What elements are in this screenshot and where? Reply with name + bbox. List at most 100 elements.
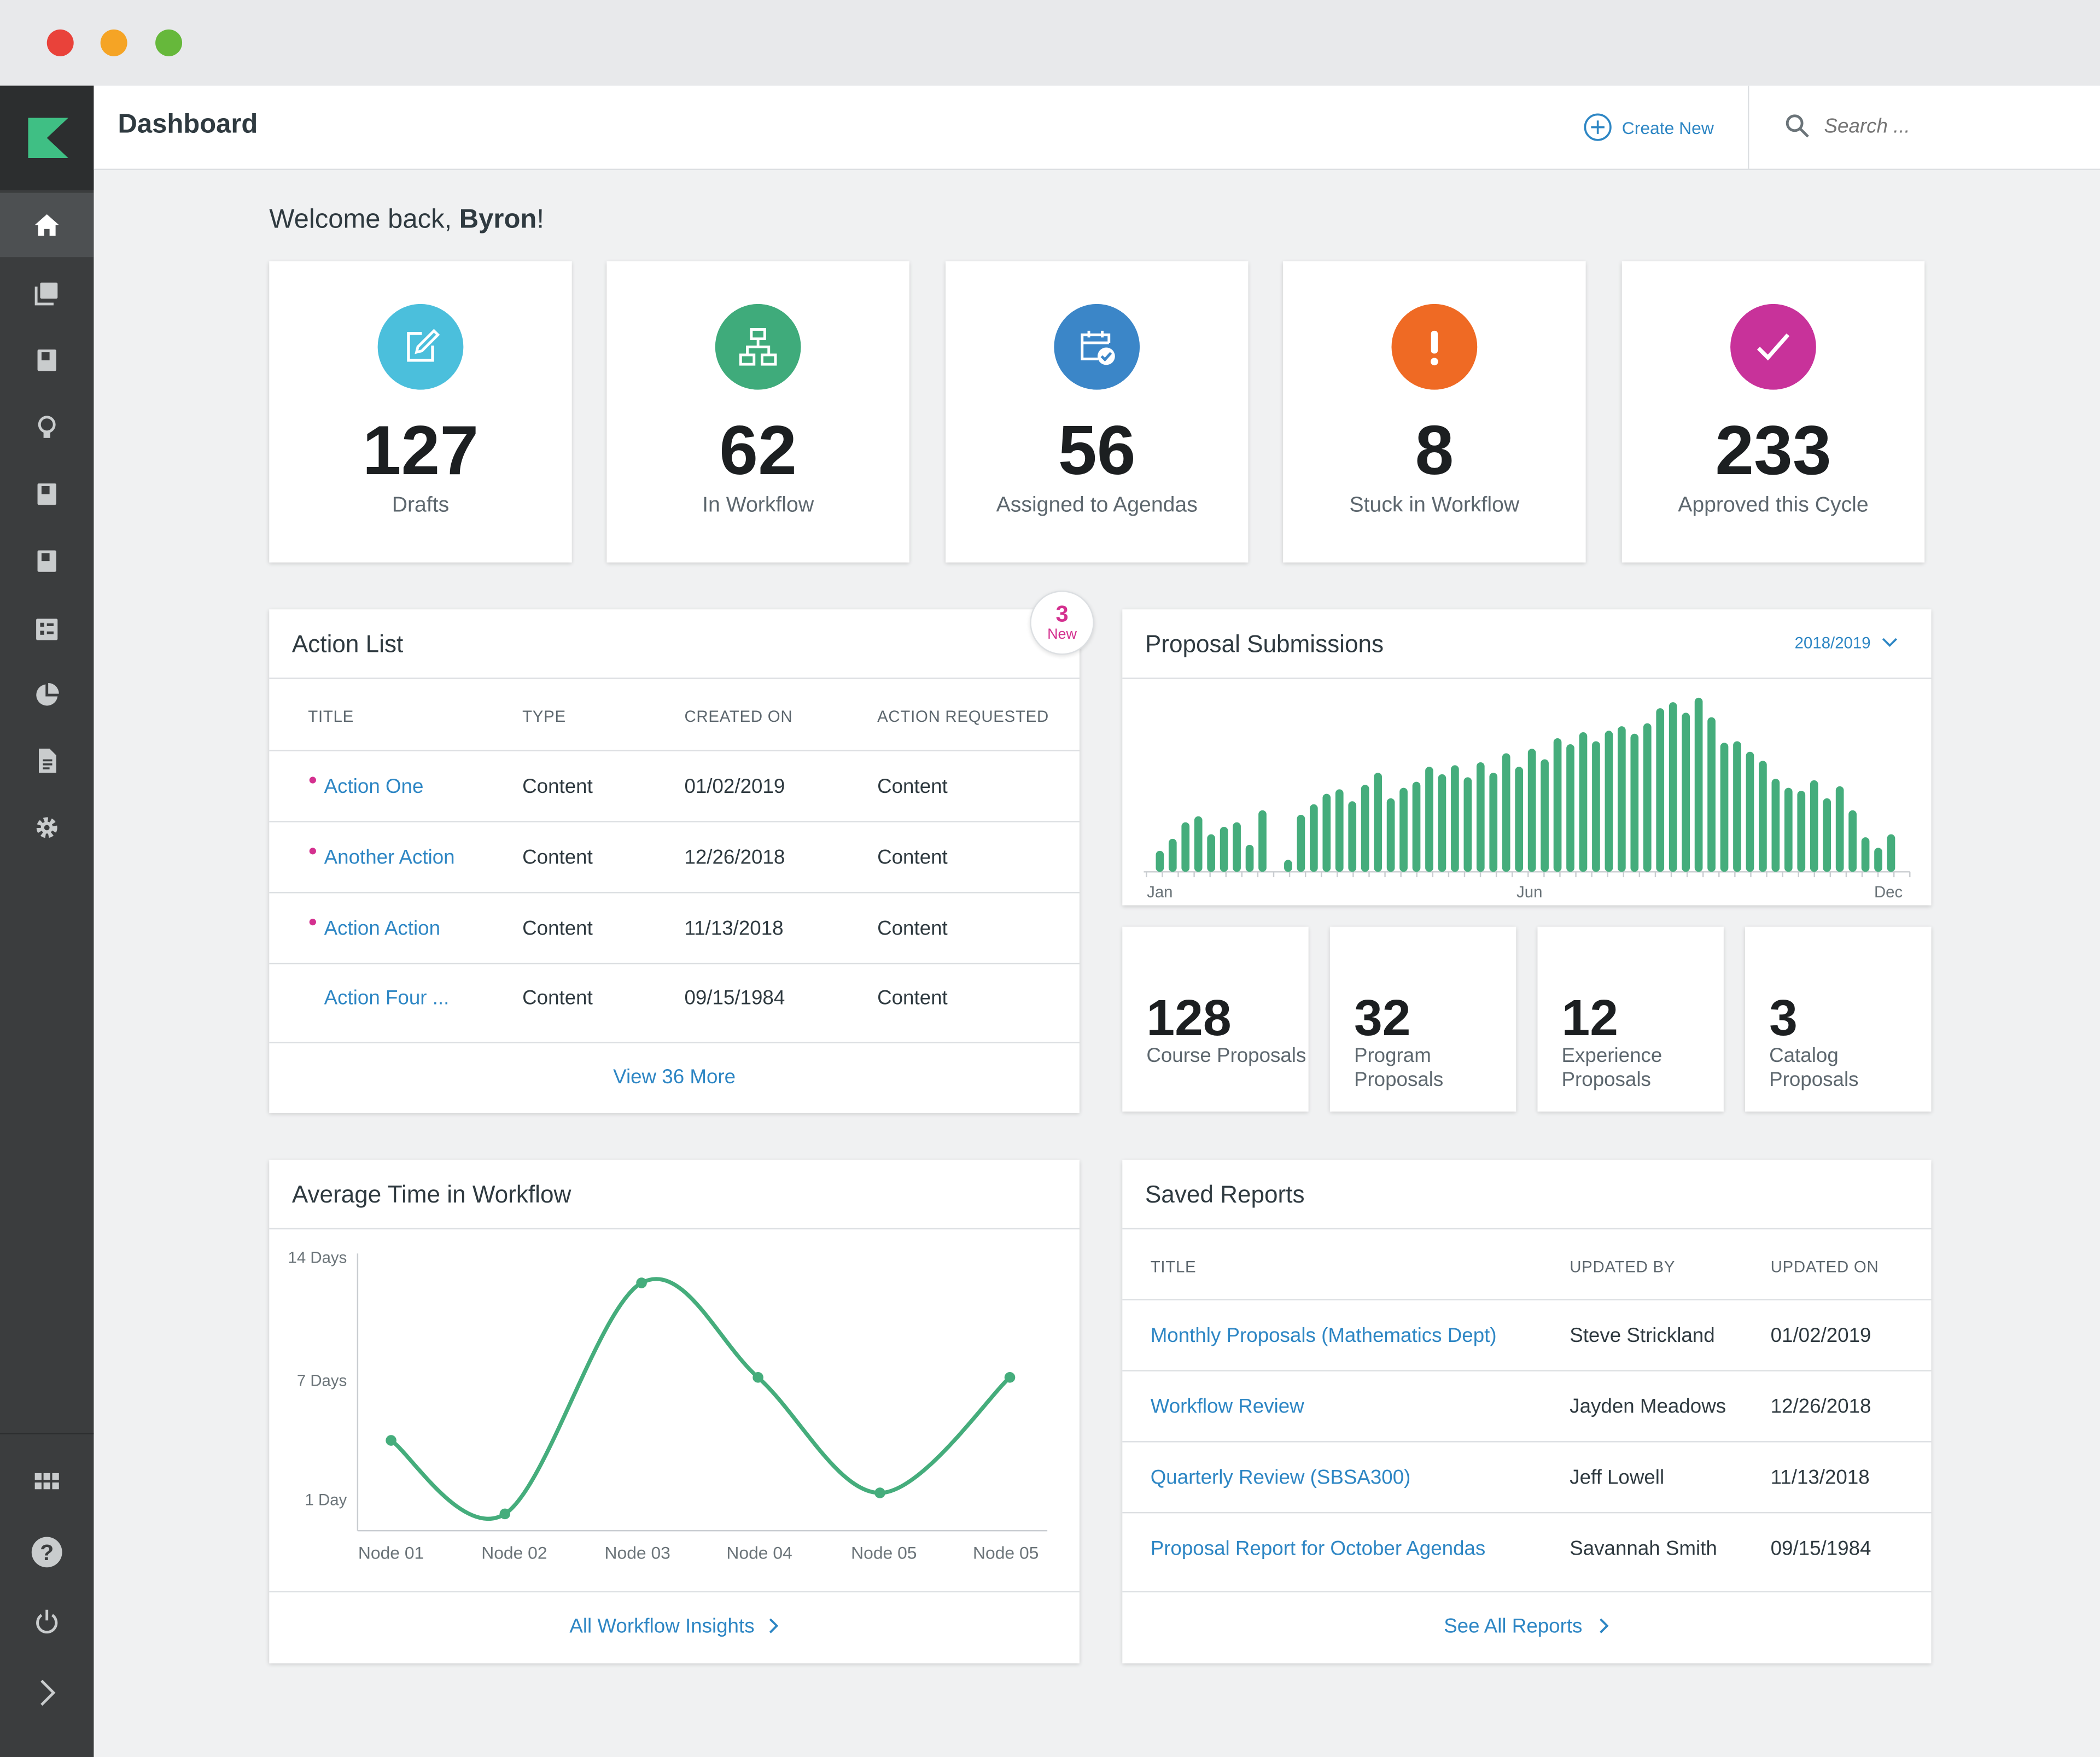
bar[interactable] bbox=[1759, 761, 1767, 872]
bar[interactable] bbox=[1797, 791, 1806, 872]
column-header-title[interactable]: TITLE bbox=[308, 707, 354, 726]
new-items-badge[interactable]: 3 New bbox=[1030, 591, 1094, 655]
nav-apps[interactable] bbox=[0, 1449, 94, 1514]
bar[interactable] bbox=[1335, 789, 1344, 872]
bar[interactable] bbox=[1887, 834, 1895, 872]
data-point[interactable] bbox=[1004, 1372, 1016, 1383]
nav-documents[interactable] bbox=[0, 728, 94, 793]
table-row[interactable]: Another Action Content 12/26/2018 Conten… bbox=[269, 822, 1080, 894]
period-dropdown[interactable]: 2018/2019 bbox=[1795, 633, 1898, 652]
action-title-link[interactable]: Action One bbox=[324, 775, 424, 798]
bar[interactable] bbox=[1682, 713, 1690, 872]
data-point[interactable] bbox=[752, 1372, 763, 1383]
stat-card-in-workflow[interactable]: 62 In Workflow bbox=[606, 261, 909, 563]
bar[interactable] bbox=[1861, 837, 1870, 872]
brand-logo[interactable] bbox=[0, 85, 94, 190]
experience-proposals-card[interactable]: 12 Experience Proposals bbox=[1537, 926, 1724, 1112]
nav-ideas[interactable] bbox=[0, 395, 94, 459]
bar[interactable] bbox=[1694, 697, 1703, 872]
column-header-updated-on[interactable]: UPDATED ON bbox=[1770, 1257, 1879, 1276]
bar[interactable] bbox=[1515, 767, 1524, 872]
bar[interactable] bbox=[1309, 804, 1318, 872]
bar[interactable] bbox=[1643, 723, 1652, 872]
table-row[interactable]: Action Four ... Content 09/15/1984 Conte… bbox=[269, 964, 1080, 1042]
table-row[interactable]: Workflow Review Jayden Meadows 12/26/201… bbox=[1122, 1371, 1931, 1443]
bar[interactable] bbox=[1194, 816, 1203, 872]
bar[interactable] bbox=[1771, 779, 1780, 872]
report-title-link[interactable]: Monthly Proposals (Mathematics Dept) bbox=[1150, 1324, 1497, 1347]
bar[interactable] bbox=[1297, 815, 1305, 872]
column-header-type[interactable]: TYPE bbox=[522, 707, 566, 726]
bar[interactable] bbox=[1527, 749, 1536, 872]
nav-courses[interactable] bbox=[0, 462, 94, 527]
minimize-window-dot[interactable] bbox=[100, 29, 127, 56]
bar[interactable] bbox=[1746, 751, 1754, 872]
nav-logout[interactable] bbox=[0, 1590, 94, 1654]
column-header-created-on[interactable]: CREATED ON bbox=[684, 707, 793, 726]
table-row[interactable]: Action One Content 01/02/2019 Content bbox=[269, 751, 1080, 822]
stat-card-stuck-in-workflow[interactable]: 8 Stuck in Workflow bbox=[1283, 261, 1586, 563]
bar[interactable] bbox=[1322, 793, 1331, 872]
search-box[interactable] bbox=[1784, 113, 2055, 139]
nav-home[interactable] bbox=[0, 192, 94, 258]
bar[interactable] bbox=[1784, 787, 1793, 872]
bar[interactable] bbox=[1245, 844, 1254, 872]
bar[interactable] bbox=[1592, 741, 1600, 872]
bar[interactable] bbox=[1438, 774, 1446, 872]
data-point[interactable] bbox=[636, 1277, 647, 1288]
action-title-link[interactable]: Another Action bbox=[324, 846, 455, 869]
bar[interactable] bbox=[1541, 759, 1549, 872]
bar[interactable] bbox=[1874, 848, 1882, 872]
create-new-button[interactable]: Create New bbox=[1583, 113, 1714, 142]
bar[interactable] bbox=[1823, 798, 1831, 872]
report-title-link[interactable]: Workflow Review bbox=[1150, 1395, 1304, 1419]
data-point[interactable] bbox=[386, 1435, 396, 1446]
bar[interactable] bbox=[1451, 765, 1459, 872]
program-proposals-card[interactable]: 32 Program Proposals bbox=[1329, 926, 1516, 1112]
bar[interactable] bbox=[1707, 717, 1716, 872]
nav-agendas[interactable] bbox=[0, 597, 94, 662]
bar[interactable] bbox=[1361, 785, 1369, 872]
bar[interactable] bbox=[1399, 787, 1408, 872]
bar[interactable] bbox=[1618, 726, 1626, 872]
stat-card-assigned-to-agendas[interactable]: 56 Assigned to Agendas bbox=[945, 261, 1249, 563]
bar[interactable] bbox=[1168, 838, 1177, 872]
all-workflow-insights-link[interactable]: All Workflow Insights bbox=[269, 1615, 1080, 1639]
close-window-dot[interactable] bbox=[46, 29, 74, 56]
action-title-link[interactable]: Action Four ... bbox=[324, 987, 450, 1010]
bar[interactable] bbox=[1835, 786, 1844, 872]
stat-card-approved-this-cycle[interactable]: 233 Approved this Cycle bbox=[1621, 261, 1925, 563]
bar[interactable] bbox=[1348, 801, 1357, 872]
bar[interactable] bbox=[1579, 732, 1588, 872]
view-more-link[interactable]: View 36 More bbox=[613, 1066, 736, 1089]
sidebar-expand[interactable] bbox=[0, 1661, 94, 1725]
bar[interactable] bbox=[1425, 767, 1433, 872]
data-point[interactable] bbox=[874, 1487, 885, 1498]
search-input[interactable] bbox=[1821, 113, 2055, 139]
bar[interactable] bbox=[1566, 744, 1574, 872]
nav-library[interactable] bbox=[0, 261, 94, 326]
bar[interactable] bbox=[1284, 860, 1292, 872]
bar[interactable] bbox=[1733, 741, 1741, 872]
bar[interactable] bbox=[1669, 702, 1677, 872]
bar[interactable] bbox=[1207, 834, 1216, 872]
bar[interactable] bbox=[1605, 731, 1613, 872]
report-title-link[interactable]: Proposal Report for October Agendas bbox=[1150, 1537, 1486, 1561]
nav-reports[interactable] bbox=[0, 663, 94, 727]
bar[interactable] bbox=[1463, 777, 1472, 872]
course-proposals-card[interactable]: 128 Course Proposals bbox=[1122, 926, 1309, 1112]
bar[interactable] bbox=[1656, 708, 1665, 872]
bar[interactable] bbox=[1258, 810, 1267, 872]
bar[interactable] bbox=[1386, 798, 1395, 872]
bar[interactable] bbox=[1848, 810, 1857, 872]
table-row[interactable]: Action Action Content 11/13/2018 Content bbox=[269, 893, 1080, 964]
bar[interactable] bbox=[1810, 780, 1818, 872]
bar[interactable] bbox=[1412, 781, 1421, 872]
catalog-proposals-card[interactable]: 3 Catalog Proposals bbox=[1745, 926, 1932, 1112]
bar[interactable] bbox=[1489, 773, 1498, 872]
data-point[interactable] bbox=[499, 1508, 511, 1520]
column-header-title[interactable]: TITLE bbox=[1150, 1257, 1197, 1276]
see-all-reports-link[interactable]: See All Reports bbox=[1122, 1615, 1931, 1639]
bar[interactable] bbox=[1156, 850, 1164, 872]
bar[interactable] bbox=[1720, 743, 1729, 872]
